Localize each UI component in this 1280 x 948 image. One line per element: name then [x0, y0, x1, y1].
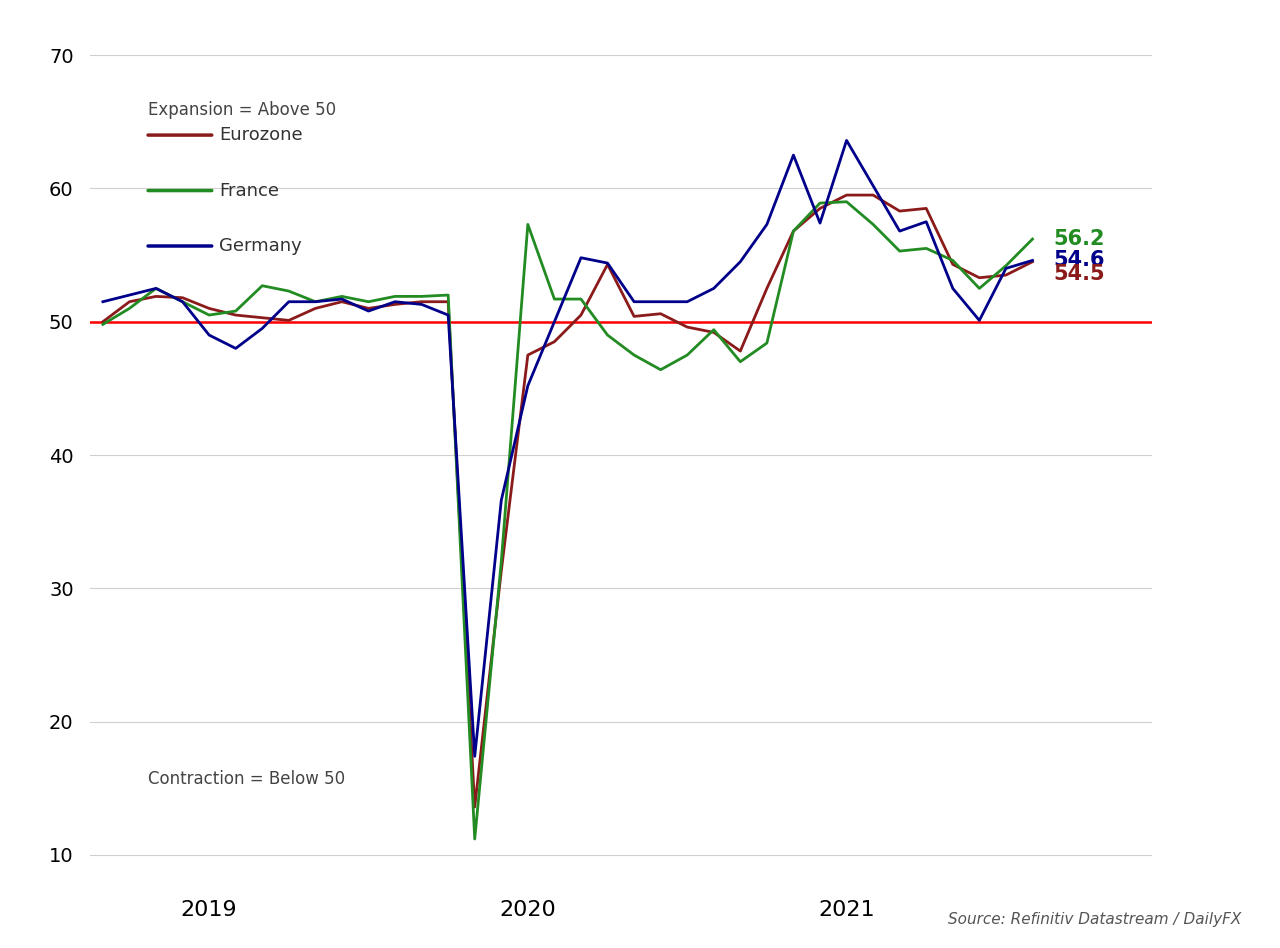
Text: Source: Refinitiv Datastream / DailyFX: Source: Refinitiv Datastream / DailyFX [948, 912, 1242, 927]
Text: Expansion = Above 50: Expansion = Above 50 [148, 101, 337, 118]
Text: 54.5: 54.5 [1053, 264, 1106, 283]
Text: Germany: Germany [219, 237, 302, 255]
Text: 54.6: 54.6 [1053, 250, 1105, 270]
Text: Contraction = Below 50: Contraction = Below 50 [148, 770, 346, 788]
Text: Eurozone: Eurozone [219, 126, 303, 144]
Text: 56.2: 56.2 [1053, 229, 1105, 249]
Text: France: France [219, 182, 279, 199]
